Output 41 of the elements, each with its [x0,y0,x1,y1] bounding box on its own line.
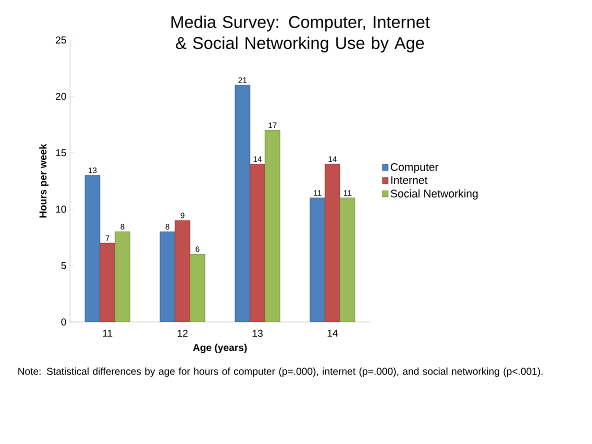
text: Note: Statistical differences by age for hours of computer (p=.000), internet (p=.000), and social networking (p<.001). [18,368,542,377]
bar [114,232,130,322]
y-tick-label: 10 [56,206,66,213]
x-axis-title: Age (years) [193,344,247,354]
data-label: 11 [344,190,352,196]
data-label: 8 [120,224,124,230]
y-tick-label: 0 [61,318,66,326]
data-label: 14 [328,156,337,162]
data-label: 11 [314,190,322,196]
bar [310,198,326,322]
y-tick-label: 5 [61,262,66,270]
x-tick-label: 13 [252,330,263,337]
legend-label: Social Networking [390,189,478,200]
data-label: 14 [254,156,262,162]
x-tick-label: 12 [178,330,188,337]
data-label: 13 [88,167,97,174]
chart-title: Media Survey: Computer, Internet & Social Networking Use by Age [171,16,430,52]
data-label: 7 [106,235,110,241]
bar [264,130,280,322]
bar [340,198,356,322]
bar [174,220,190,322]
bar [190,254,206,322]
data-label: 9 [180,212,184,218]
legend-label: Internet [391,176,428,184]
data-label: 6 [196,246,200,252]
x-tick-label: 11 [103,330,112,337]
bar [250,164,266,322]
bar [84,175,100,322]
y-tick-label: 15 [56,149,66,156]
bar [100,242,116,322]
y-tick-label: 25 [56,36,66,44]
data-label: 8 [166,224,170,230]
bar [160,232,176,322]
x-tick-label: 14 [328,330,338,337]
y-axis-title: Hours per week [39,144,48,218]
data-label: 17 [268,122,277,128]
bar [234,84,250,322]
bar [324,164,340,322]
legend-label: Computer [390,163,438,174]
y-tick-label: 20 [56,92,66,100]
data-label: 21 [238,77,247,83]
